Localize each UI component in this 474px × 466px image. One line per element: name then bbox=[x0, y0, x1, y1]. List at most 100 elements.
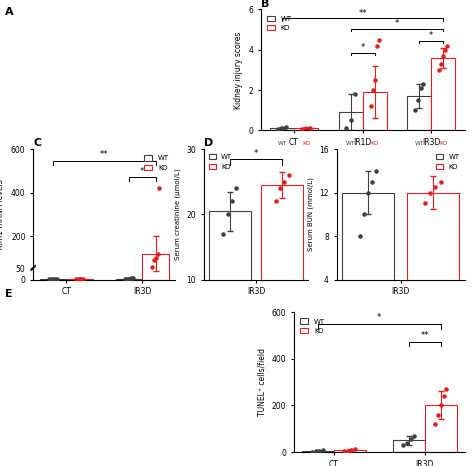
Bar bbox=[425, 405, 457, 452]
Point bbox=[437, 178, 445, 185]
Point bbox=[347, 116, 355, 124]
Point bbox=[127, 274, 135, 282]
Bar bbox=[209, 211, 251, 345]
Bar bbox=[301, 451, 334, 452]
Point bbox=[439, 52, 447, 60]
Point bbox=[319, 446, 327, 454]
Point bbox=[46, 276, 53, 283]
Point bbox=[365, 189, 372, 196]
Legend: WT, KO: WT, KO bbox=[264, 13, 295, 34]
Text: *: * bbox=[377, 314, 381, 322]
Bar bbox=[393, 440, 425, 452]
Point bbox=[123, 275, 131, 282]
Text: D: D bbox=[204, 138, 213, 148]
Point bbox=[49, 275, 57, 283]
Point bbox=[306, 125, 314, 132]
Text: *: * bbox=[254, 149, 258, 158]
Bar bbox=[294, 129, 318, 130]
Point bbox=[431, 420, 439, 428]
Point bbox=[232, 185, 240, 192]
Point bbox=[276, 185, 284, 192]
Point bbox=[351, 445, 359, 453]
Bar bbox=[431, 58, 455, 130]
Point bbox=[51, 275, 59, 283]
Bar bbox=[261, 185, 303, 345]
Bar bbox=[407, 192, 459, 323]
Point bbox=[442, 385, 450, 393]
Point bbox=[78, 275, 85, 283]
Point bbox=[283, 124, 290, 131]
Point bbox=[371, 76, 378, 84]
Legend: WT, KO: WT, KO bbox=[207, 152, 234, 171]
Point bbox=[441, 46, 449, 54]
Bar bbox=[142, 254, 169, 280]
Point bbox=[421, 200, 429, 207]
Bar bbox=[338, 112, 363, 130]
Point bbox=[272, 198, 280, 205]
Point bbox=[351, 90, 358, 98]
Legend: WT, KO: WT, KO bbox=[297, 315, 328, 337]
Point bbox=[407, 435, 414, 443]
Text: **: ** bbox=[358, 9, 367, 18]
Point bbox=[344, 447, 352, 454]
Point bbox=[414, 96, 422, 104]
Point bbox=[80, 275, 87, 283]
Point bbox=[417, 84, 424, 92]
Point bbox=[434, 411, 442, 418]
Point bbox=[281, 178, 288, 185]
Point bbox=[219, 230, 227, 238]
Point bbox=[419, 80, 427, 88]
Point bbox=[340, 447, 348, 455]
Text: WT: WT bbox=[415, 141, 424, 146]
Point bbox=[129, 274, 137, 282]
Point bbox=[121, 275, 129, 283]
Point bbox=[125, 275, 133, 282]
Point bbox=[435, 66, 443, 74]
Text: A: A bbox=[5, 7, 13, 17]
Point bbox=[403, 439, 411, 446]
Point bbox=[228, 198, 236, 205]
Point bbox=[400, 441, 407, 449]
Point bbox=[155, 185, 163, 192]
Bar bbox=[342, 192, 394, 323]
Point bbox=[224, 211, 231, 218]
Point bbox=[72, 276, 80, 283]
Text: KO: KO bbox=[302, 141, 310, 146]
Point bbox=[367, 103, 374, 110]
Point bbox=[440, 392, 447, 400]
Point bbox=[274, 126, 282, 133]
Point bbox=[285, 171, 292, 179]
Point bbox=[347, 446, 355, 454]
Point bbox=[437, 402, 445, 409]
Text: E: E bbox=[5, 289, 12, 299]
Legend: WT, KO: WT, KO bbox=[141, 152, 172, 174]
Text: **: ** bbox=[420, 331, 429, 340]
Point bbox=[53, 275, 61, 283]
Point bbox=[154, 250, 161, 257]
Text: **: ** bbox=[100, 151, 109, 159]
Y-axis label: Kidney injury scores: Kidney injury scores bbox=[234, 31, 243, 109]
Point bbox=[74, 276, 82, 283]
Text: KO: KO bbox=[371, 141, 379, 146]
Text: WT: WT bbox=[277, 141, 287, 146]
Text: *: * bbox=[361, 43, 365, 52]
Y-axis label: Serum BUN (mmol/L): Serum BUN (mmol/L) bbox=[307, 178, 314, 251]
Text: B: B bbox=[261, 0, 269, 8]
Point bbox=[372, 167, 380, 175]
Text: WT: WT bbox=[346, 141, 355, 146]
Text: *: * bbox=[429, 31, 433, 40]
Point bbox=[369, 86, 376, 94]
Point bbox=[47, 276, 55, 283]
Bar bbox=[270, 129, 294, 130]
Text: *: * bbox=[140, 167, 145, 176]
Point bbox=[438, 60, 445, 68]
Point bbox=[410, 432, 418, 439]
Point bbox=[309, 448, 316, 455]
Y-axis label: Serum creatinine (μmol/L): Serum creatinine (μmol/L) bbox=[174, 169, 181, 260]
Point bbox=[278, 125, 286, 132]
Y-axis label: TUNEL⁺ cells/field: TUNEL⁺ cells/field bbox=[257, 348, 266, 416]
Point bbox=[316, 447, 323, 454]
Point bbox=[150, 256, 157, 264]
Point bbox=[356, 233, 364, 240]
Text: *: * bbox=[395, 19, 399, 28]
